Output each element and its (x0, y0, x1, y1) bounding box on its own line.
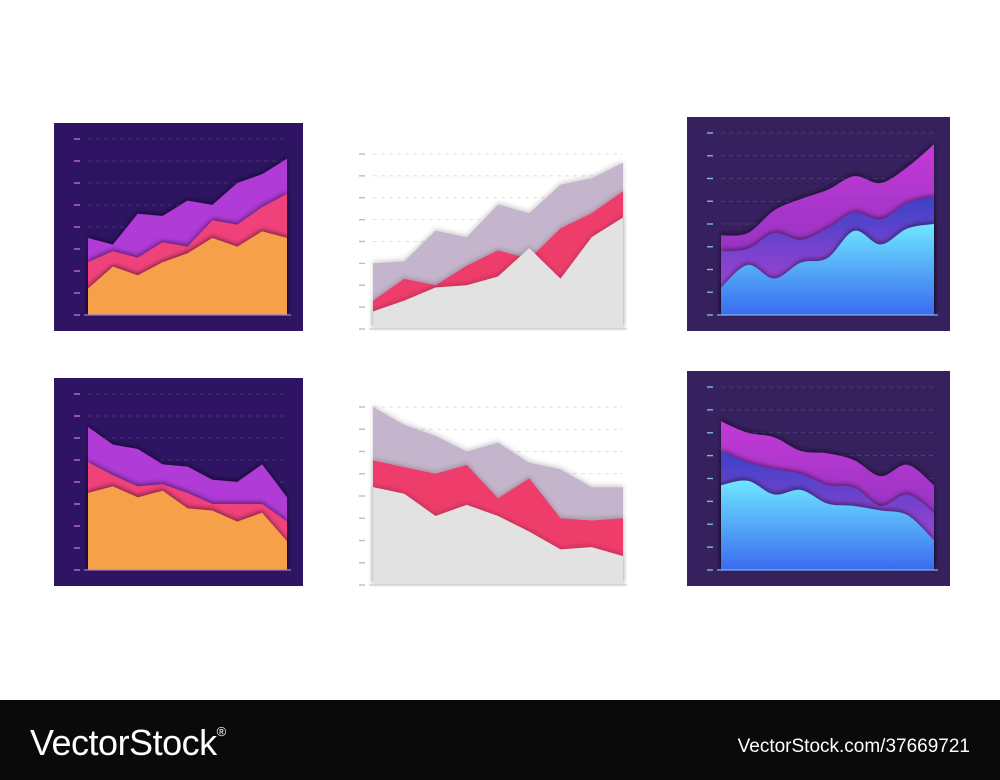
area-series-1 (88, 486, 287, 570)
chart-svg (345, 403, 635, 589)
brand-registered-mark: ® (216, 724, 227, 739)
area-series-1 (373, 217, 623, 329)
chart-2 (345, 150, 635, 333)
chart-5 (345, 403, 635, 589)
chart-svg (687, 117, 950, 331)
chart-4 (54, 378, 303, 586)
chart-svg (345, 150, 635, 333)
chart-svg (54, 123, 303, 331)
footer-url: VectorStock.com/37669721 (737, 736, 970, 757)
area-series-1 (721, 480, 934, 570)
chart-1 (54, 123, 303, 331)
footer-bar: VectorStock® VectorStock.com/37669721 (0, 700, 1000, 780)
area-series-1 (721, 224, 934, 315)
chart-svg (687, 371, 950, 586)
chart-3 (687, 117, 950, 331)
brand-name: VectorStock (30, 722, 217, 763)
area-series-1 (88, 231, 287, 315)
brand-logo: VectorStock® (30, 722, 226, 764)
chart-svg (54, 378, 303, 586)
chart-6 (687, 371, 950, 586)
area-series-1 (373, 487, 623, 585)
